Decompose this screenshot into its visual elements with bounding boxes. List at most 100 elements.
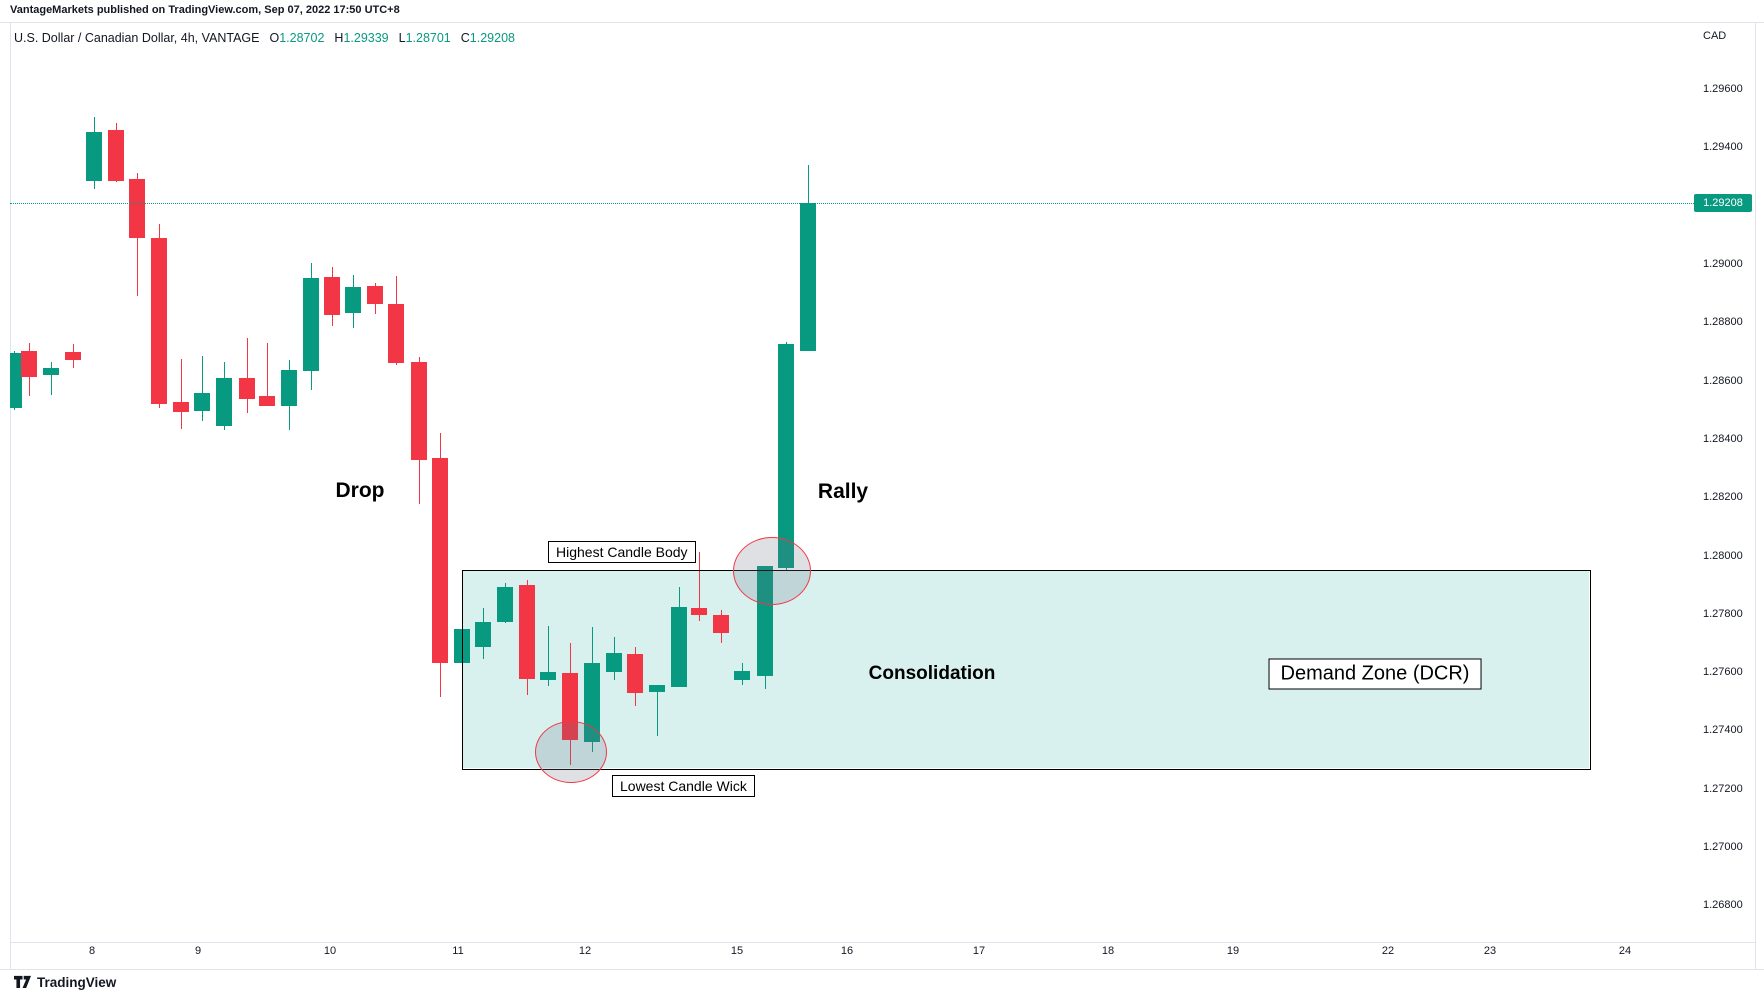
price-tick-label: 1.27800 xyxy=(1703,607,1743,620)
last-price-dotted-line xyxy=(10,203,1694,205)
candle-wick xyxy=(698,551,700,621)
ohlc-low: L1.28701 xyxy=(398,31,451,45)
annotation-lowest-candle-wick: Lowest Candle Wick xyxy=(612,775,755,797)
frame-left xyxy=(10,22,11,969)
candle-body xyxy=(367,286,383,304)
lowest-candle-wick-circle xyxy=(535,721,607,783)
candle-wick xyxy=(50,361,52,395)
time-tick-label: 16 xyxy=(840,945,854,957)
price-tick-label: 1.29600 xyxy=(1703,83,1743,96)
candle-body xyxy=(519,584,535,679)
candle-body xyxy=(108,129,124,181)
time-tick-label: 9 xyxy=(194,945,202,957)
demand-zone-border xyxy=(462,570,1591,770)
candle-body xyxy=(778,343,794,569)
price-tick-label: 1.28800 xyxy=(1703,316,1743,329)
candle-body xyxy=(65,352,81,360)
candle-body xyxy=(800,203,816,351)
candle-body xyxy=(345,287,361,313)
candle-body xyxy=(734,670,750,680)
candle-body xyxy=(151,238,167,404)
candle-wick xyxy=(656,684,658,736)
candle-body xyxy=(649,684,665,692)
tradingview-logo-text: TradingView xyxy=(37,975,117,990)
candle-body xyxy=(584,662,600,742)
price-tick-label: 1.28200 xyxy=(1703,491,1743,504)
candle-body xyxy=(216,377,232,427)
time-tick-label: 8 xyxy=(88,945,96,957)
time-tick-label: 24 xyxy=(1618,945,1632,957)
symbol-overlay: U.S. Dollar / Canadian Dollar, 4h, VANTA… xyxy=(14,31,515,45)
candle-body xyxy=(10,352,22,408)
time-axis-separator xyxy=(10,942,1756,943)
price-tick-label: 1.26800 xyxy=(1703,899,1743,912)
candle-body xyxy=(432,457,448,664)
candles-layer xyxy=(10,22,1755,942)
header-divider xyxy=(0,22,1764,23)
candle-body xyxy=(281,370,297,406)
price-tick-label: 1.27600 xyxy=(1703,666,1743,679)
quote-currency-label: CAD xyxy=(1703,30,1727,42)
time-tick-label: 15 xyxy=(730,945,744,957)
time-tick-label: 22 xyxy=(1381,945,1395,957)
candle-body xyxy=(713,614,729,634)
price-tick-label: 1.28000 xyxy=(1703,549,1743,562)
time-tick-label: 17 xyxy=(972,945,986,957)
price-tick-label: 1.29400 xyxy=(1703,141,1743,154)
price-tick-label: 1.29000 xyxy=(1703,258,1743,270)
price-tick-label: 1.27400 xyxy=(1703,724,1743,737)
ohlc-close: C1.29208 xyxy=(460,31,515,45)
candle-body xyxy=(239,377,255,399)
chart-plot-area[interactable]: Drop Rally Consolidation Demand Zone (DC… xyxy=(10,22,1755,942)
candle-wick xyxy=(246,338,248,413)
candle-body xyxy=(540,672,556,680)
candle-wick xyxy=(547,626,549,687)
annotation-highest-candle-body: Highest Candle Body xyxy=(548,541,696,563)
frame-right xyxy=(1755,22,1756,969)
price-tick-label: 1.27200 xyxy=(1703,782,1743,795)
candle-body xyxy=(497,586,513,622)
candle-body xyxy=(627,654,643,694)
candle-body xyxy=(691,607,707,615)
time-tick-label: 19 xyxy=(1226,945,1240,957)
annotation-demand-zone: Demand Zone (DCR) xyxy=(1268,658,1482,690)
candle-body xyxy=(21,350,37,378)
time-tick-label: 12 xyxy=(578,945,592,957)
candle-body xyxy=(43,368,59,376)
candle-wick xyxy=(201,356,203,422)
candle-body xyxy=(411,361,427,460)
highest-candle-body-circle xyxy=(733,537,811,605)
annotation-consolidation: Consolidation xyxy=(868,663,996,684)
annotation-drop: Drop xyxy=(335,479,385,502)
annotation-rally: Rally xyxy=(817,480,869,503)
symbol-title: U.S. Dollar / Canadian Dollar, 4h, VANTA… xyxy=(14,31,260,45)
ohlc-high: H1.29339 xyxy=(334,31,389,45)
price-tick-label: 1.28600 xyxy=(1703,374,1743,387)
frame-bottom xyxy=(0,969,1764,970)
candle-body xyxy=(388,303,404,364)
candle-body xyxy=(324,277,340,315)
candle-body xyxy=(86,131,102,181)
candle-body xyxy=(173,401,189,413)
candle-wick xyxy=(180,359,182,429)
time-tick-label: 18 xyxy=(1101,945,1115,957)
price-tick-label: 1.28400 xyxy=(1703,432,1743,445)
time-tick-label: 11 xyxy=(452,945,464,957)
tradingview-logo[interactable]: TradingView xyxy=(14,975,116,990)
candle-body xyxy=(606,652,622,673)
candle-wick xyxy=(266,342,268,406)
candle-body xyxy=(303,277,319,371)
time-tick-label: 23 xyxy=(1483,945,1497,957)
last-price-badge: 1.29208 xyxy=(1694,194,1752,213)
time-tick-label: 10 xyxy=(323,945,337,957)
candle-body xyxy=(475,621,491,648)
candle-body xyxy=(671,606,687,687)
ohlc-open: O1.28702 xyxy=(269,31,325,45)
candle-body xyxy=(129,178,145,239)
attribution-text: VantageMarkets published on TradingView.… xyxy=(10,4,400,16)
tradingview-logo-icon xyxy=(14,975,31,990)
candle-body xyxy=(259,396,275,406)
candle-body xyxy=(194,392,210,411)
price-tick-label: 1.27000 xyxy=(1703,841,1743,853)
